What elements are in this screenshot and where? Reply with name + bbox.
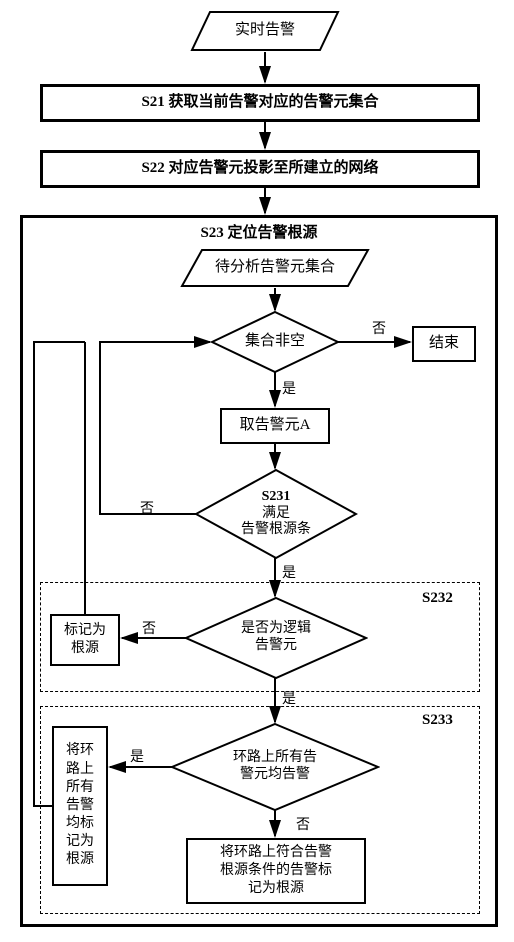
end-node: 结束 — [412, 326, 476, 362]
p2-node: 标记为 根源 — [50, 614, 120, 666]
edge-yes-2: 是 — [282, 562, 296, 582]
edge-no-3: 否 — [142, 618, 156, 638]
p3-line4: 告警 — [66, 797, 94, 815]
d4-line2: 警元均告警 — [240, 767, 310, 784]
edge-yes-1: 是 — [282, 378, 296, 398]
p4-line2: 根源条件的告警标 — [220, 862, 332, 880]
edge-no-1: 否 — [372, 318, 386, 338]
p3-line1: 将环 — [66, 742, 94, 760]
p3-line6: 记为 — [66, 833, 94, 851]
d2-step-label: S231 — [262, 489, 291, 506]
d4-line1: 环路上所有告 — [233, 750, 317, 767]
d2-line2: 告警根源条 — [241, 522, 311, 539]
edge-no-2: 否 — [140, 498, 154, 518]
s22-label: S22 对应告警元投影至所建立的网络 — [141, 159, 378, 179]
flowchart: 实时告警 S21 获取当前告警对应的告警元集合 S22 对应告警元投影至所建立的… — [10, 10, 504, 932]
edge-yes-3: 是 — [282, 688, 296, 708]
p3-line2: 路上 — [66, 761, 94, 779]
s23-input-label: 待分析告警元集合 — [215, 258, 335, 278]
s232-label: S232 — [422, 590, 453, 607]
p2-line2: 根源 — [71, 640, 99, 658]
s233-label: S233 — [422, 712, 453, 729]
s21-label: S21 获取当前告警对应的告警元集合 — [141, 93, 378, 113]
d4-node: 环路上所有告 警元均告警 — [170, 722, 380, 812]
p3-node: 将环 路上 所有 告警 均标 记为 根源 — [52, 726, 108, 886]
d1-node: 集合非空 — [210, 310, 340, 374]
start-label: 实时告警 — [235, 21, 295, 41]
end-label: 结束 — [429, 334, 459, 354]
p1-label: 取告警元A — [240, 416, 311, 436]
p3-line3: 所有 — [66, 779, 94, 797]
start-node: 实时告警 — [190, 10, 340, 52]
s21-node: S21 获取当前告警对应的告警元集合 — [40, 84, 480, 122]
p3-line7: 根源 — [66, 851, 94, 869]
s23-title: S23 定位告警根源 — [23, 224, 495, 244]
p3-line5: 均标 — [66, 815, 94, 833]
p2-line1: 标记为 — [64, 622, 106, 640]
d2-line1: 满足 — [262, 506, 290, 523]
p4-line1: 将环路上符合告警 — [220, 844, 332, 862]
p4-line3: 记为根源 — [248, 880, 304, 898]
d2-node: S231 满足 告警根源条 — [194, 468, 358, 560]
d3-line1: 是否为逻辑 — [241, 621, 311, 638]
d3-line2: 告警元 — [255, 638, 297, 655]
p4-node: 将环路上符合告警 根源条件的告警标 记为根源 — [186, 838, 366, 904]
d1-label: 集合非空 — [245, 332, 305, 352]
edge-no-4: 否 — [296, 814, 310, 834]
d3-node: 是否为逻辑 告警元 — [184, 596, 368, 680]
s23-input-node: 待分析告警元集合 — [180, 248, 370, 288]
p1-node: 取告警元A — [220, 408, 330, 444]
s22-node: S22 对应告警元投影至所建立的网络 — [40, 150, 480, 188]
edge-yes-4: 是 — [130, 746, 144, 766]
